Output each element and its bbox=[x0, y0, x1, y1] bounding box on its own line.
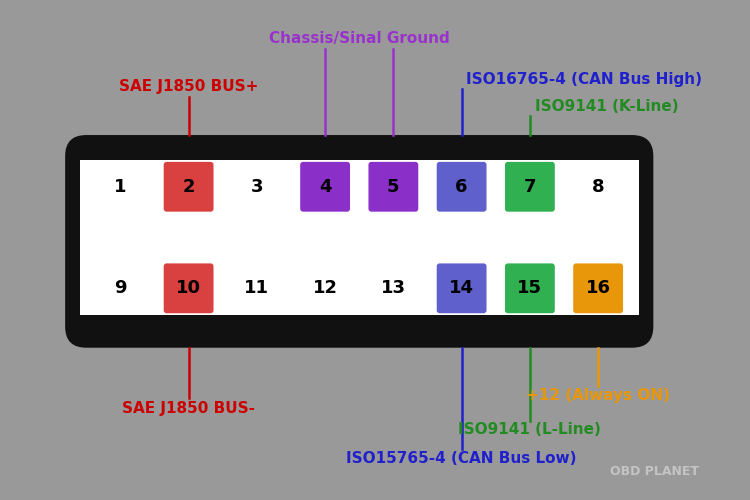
Bar bbox=[80, 214, 639, 262]
FancyBboxPatch shape bbox=[505, 162, 555, 212]
Text: 13: 13 bbox=[381, 280, 406, 297]
FancyBboxPatch shape bbox=[368, 162, 419, 212]
Bar bbox=[314, 214, 337, 233]
Text: 9: 9 bbox=[114, 280, 127, 297]
Text: ISO15765-4 (CAN Bus Low): ISO15765-4 (CAN Bus Low) bbox=[346, 451, 577, 466]
Bar bbox=[241, 231, 273, 242]
FancyBboxPatch shape bbox=[164, 264, 214, 313]
Text: ISO9141 (L-Line): ISO9141 (L-Line) bbox=[458, 422, 602, 438]
FancyBboxPatch shape bbox=[164, 162, 214, 212]
FancyBboxPatch shape bbox=[65, 135, 653, 348]
Text: 4: 4 bbox=[319, 178, 332, 196]
Text: 16: 16 bbox=[586, 280, 610, 297]
Bar bbox=[582, 240, 614, 252]
Bar bbox=[104, 231, 136, 242]
Text: Chassis/Sinal Ground: Chassis/Sinal Ground bbox=[268, 31, 449, 46]
Bar bbox=[450, 242, 473, 262]
Bar bbox=[309, 231, 341, 242]
Text: ISO16765-4 (CAN Bus High): ISO16765-4 (CAN Bus High) bbox=[466, 72, 703, 87]
Bar bbox=[446, 231, 478, 242]
Text: 12: 12 bbox=[313, 280, 338, 297]
Bar bbox=[518, 214, 542, 233]
FancyBboxPatch shape bbox=[505, 264, 555, 313]
Text: ISO9141 (K-Line): ISO9141 (K-Line) bbox=[535, 99, 678, 114]
Bar bbox=[382, 214, 405, 233]
Bar bbox=[518, 242, 542, 262]
FancyBboxPatch shape bbox=[95, 162, 146, 212]
Bar bbox=[245, 242, 268, 262]
Bar bbox=[177, 242, 200, 262]
Bar bbox=[382, 242, 405, 262]
Text: 2: 2 bbox=[182, 178, 195, 196]
FancyBboxPatch shape bbox=[300, 162, 350, 212]
Text: 1: 1 bbox=[114, 178, 127, 196]
FancyBboxPatch shape bbox=[436, 162, 487, 212]
Bar bbox=[586, 214, 610, 233]
Text: 14: 14 bbox=[449, 280, 474, 297]
Bar bbox=[80, 160, 639, 214]
Text: 10: 10 bbox=[176, 280, 201, 297]
FancyBboxPatch shape bbox=[436, 264, 487, 313]
Bar bbox=[582, 231, 614, 242]
FancyBboxPatch shape bbox=[368, 264, 419, 313]
Text: 3: 3 bbox=[251, 178, 263, 196]
Bar bbox=[377, 231, 410, 242]
Text: 15: 15 bbox=[518, 280, 542, 297]
Bar bbox=[514, 240, 546, 252]
Bar bbox=[80, 262, 639, 315]
FancyBboxPatch shape bbox=[573, 162, 623, 212]
Bar bbox=[241, 240, 273, 252]
Bar bbox=[104, 240, 136, 252]
Bar bbox=[109, 214, 132, 233]
Text: 7: 7 bbox=[524, 178, 536, 196]
Text: +12 (Always ON): +12 (Always ON) bbox=[526, 388, 670, 403]
FancyBboxPatch shape bbox=[573, 264, 623, 313]
Bar bbox=[245, 214, 268, 233]
FancyBboxPatch shape bbox=[300, 264, 350, 313]
Bar bbox=[309, 240, 341, 252]
Bar bbox=[446, 240, 478, 252]
Text: 8: 8 bbox=[592, 178, 604, 196]
Text: 6: 6 bbox=[455, 178, 468, 196]
Text: SAE J1850 BUS-: SAE J1850 BUS- bbox=[122, 402, 255, 416]
Bar bbox=[80, 214, 639, 262]
Bar bbox=[586, 242, 610, 262]
Text: OBD PLANET: OBD PLANET bbox=[610, 465, 699, 478]
Bar bbox=[377, 240, 410, 252]
Text: SAE J1850 BUS+: SAE J1850 BUS+ bbox=[119, 79, 258, 94]
Bar bbox=[172, 240, 205, 252]
Bar bbox=[177, 214, 200, 233]
FancyBboxPatch shape bbox=[95, 264, 146, 313]
Text: 5: 5 bbox=[387, 178, 400, 196]
FancyBboxPatch shape bbox=[232, 162, 282, 212]
Bar bbox=[450, 214, 473, 233]
FancyBboxPatch shape bbox=[232, 264, 282, 313]
Bar bbox=[172, 231, 205, 242]
Text: 11: 11 bbox=[244, 280, 269, 297]
Bar bbox=[314, 242, 337, 262]
Bar bbox=[109, 242, 132, 262]
Bar bbox=[514, 231, 546, 242]
